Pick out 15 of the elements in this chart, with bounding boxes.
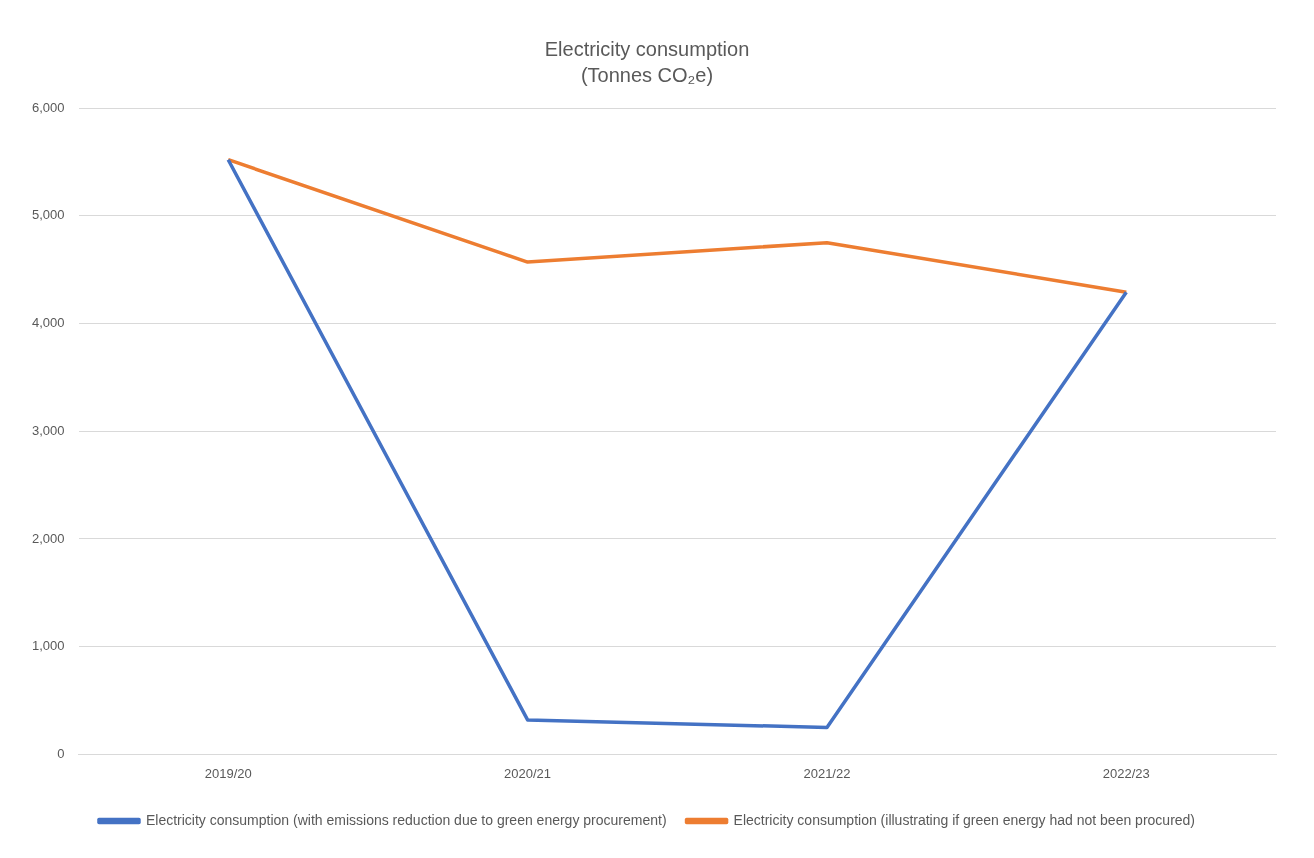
chart-subtitle: (Tonnes CO₂e) bbox=[580, 63, 714, 86]
y-tick-label: 3,000 bbox=[31, 422, 65, 438]
x-tick-label: 2022/23 bbox=[1102, 765, 1150, 781]
y-tick-label: 1,000 bbox=[31, 638, 65, 654]
x-tick-label: 2020/21 bbox=[504, 765, 552, 781]
x-tick-label: 2021/22 bbox=[803, 765, 851, 781]
legend-label: Electricity consumption (with emissions reduction due to green energy procurement) bbox=[145, 811, 667, 828]
y-tick-label: 5,000 bbox=[31, 207, 65, 223]
x-tick-label: 2019/20 bbox=[204, 765, 252, 781]
legend-label: Electricity consumption (illustrating if green energy had not been procured) bbox=[733, 811, 1196, 828]
chart-title: Electricity consumption bbox=[544, 37, 750, 60]
y-tick-label: 0 bbox=[57, 745, 65, 761]
y-tick-label: 4,000 bbox=[31, 315, 65, 331]
y-tick-label: 2,000 bbox=[31, 530, 65, 546]
y-tick-label: 6,000 bbox=[31, 99, 65, 115]
